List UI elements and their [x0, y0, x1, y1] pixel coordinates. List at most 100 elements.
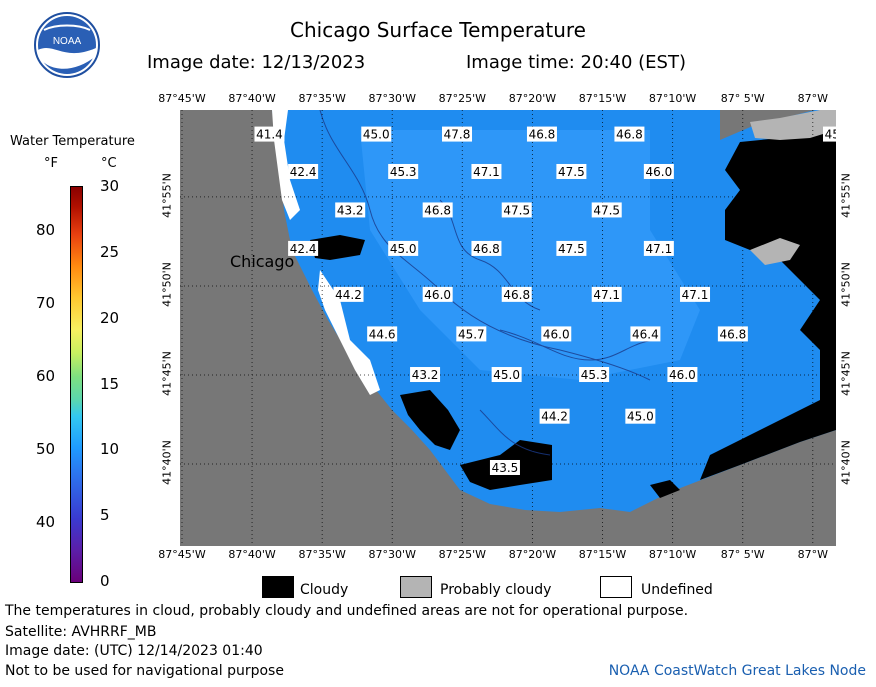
temperature-label: 45.7 — [456, 326, 487, 342]
temperature-value: 43.2 — [337, 203, 364, 217]
legend-swatch-cloudy — [262, 576, 294, 598]
lon-label-top: 87° 5'W — [720, 92, 765, 105]
legend-label-cloudy: Cloudy — [300, 582, 349, 598]
legend-label-undefined: Undefined — [641, 582, 713, 598]
temperature-value: 41.4 — [256, 128, 283, 142]
colorbar-f-tick: 60 — [36, 367, 56, 386]
legend-swatch-undefined — [600, 576, 632, 598]
colorbar-title: Water Temperature — [10, 134, 135, 149]
temperature-value: 47.1 — [682, 288, 709, 302]
satellite-info: Satellite: AVHRRF_MB — [5, 624, 157, 640]
temperature-value: 46.8 — [529, 128, 556, 142]
temperature-label: 47.5 — [591, 202, 622, 218]
temperature-label: 42.4 — [288, 240, 319, 256]
temperature-label: 47.5 — [556, 240, 587, 256]
lon-label-top: 87°25'W — [438, 92, 487, 105]
temperature-label-box — [388, 240, 419, 256]
temperature-labels: 41.4 45.0 47.8 46.8 46.8 45.3 42.4 45.3 47.1 47.5… — [254, 126, 836, 475]
temperature-label-box — [442, 126, 473, 142]
temperature-label-box — [471, 163, 502, 179]
temperature-value: 47.5 — [503, 203, 530, 217]
colorbar-c-tick: 15 — [100, 374, 120, 393]
image-time: Image time: 20:40 (EST) — [466, 52, 686, 73]
colorbar-c-tick: 25 — [100, 242, 120, 261]
lon-label-top: 87°15'W — [578, 92, 627, 105]
temperature-label-box — [591, 286, 622, 302]
temperature-label-box — [823, 126, 836, 142]
temperature-label-box — [501, 202, 532, 218]
temperature-value: 46.8 — [473, 242, 500, 256]
temperature-label-box — [556, 163, 587, 179]
lon-label-bottom: 87°15'W — [578, 548, 627, 561]
temperature-value: 45.0 — [627, 410, 654, 424]
map-title: Chicago Surface Temperature — [290, 18, 586, 42]
colorbar-unit-f: °F — [44, 156, 58, 171]
temperature-label-box — [288, 163, 319, 179]
logo-text: NOAA — [53, 36, 82, 47]
coastwatch-credit: NOAA CoastWatch Great Lakes Node — [608, 663, 866, 679]
temperature-label-box — [643, 163, 674, 179]
temperature-value: 43.2 — [412, 368, 439, 382]
operational-note: The temperatures in cloud, probably clou… — [5, 603, 689, 619]
temperature-label-box — [456, 326, 487, 342]
temperature-value: 46.0 — [646, 165, 673, 179]
temperature-label: 46.0 — [422, 286, 453, 302]
lon-label-top: 87°35'W — [298, 92, 346, 105]
temperature-label-box — [667, 367, 698, 383]
temperature-label-box — [335, 202, 366, 218]
lon-label-bottom: 87°35'W — [298, 548, 346, 561]
legend-label-probably-cloudy: Probably cloudy — [440, 582, 552, 598]
lon-label-bottom: 87°20'W — [508, 548, 557, 561]
warm-water-zone — [360, 130, 700, 380]
temperature-value: 47.1 — [593, 288, 620, 302]
temperature-label: 46.8 — [717, 326, 748, 342]
temperature-label: 41.4 — [254, 126, 285, 142]
lat-label-right: 41°40'N — [839, 440, 853, 485]
temperature-label-box — [680, 286, 711, 302]
lon-label-bottom: 87°25'W — [438, 548, 487, 561]
temperature-value: 46.0 — [669, 368, 696, 382]
temperature-label-box — [717, 326, 748, 342]
temperature-label: 45.3 — [579, 367, 610, 383]
temperature-label: 46.8 — [471, 240, 502, 256]
lon-label-bottom: 87°W — [797, 548, 828, 561]
city-label: Chicago — [230, 252, 295, 271]
temperature-label: 47.8 — [442, 126, 473, 142]
temperature-label-box — [541, 326, 572, 342]
lon-label-bottom: 87°45'W — [158, 548, 206, 561]
temperature-map: 41.4 45.0 47.8 46.8 46.8 45.3 42.4 45.3 47.1 47.5… — [180, 110, 836, 546]
temperature-value: 47.1 — [646, 242, 673, 256]
probably-cloudy-east — [750, 238, 800, 265]
cloud-south-small — [650, 480, 680, 498]
colorbar-f-tick: 50 — [36, 440, 56, 459]
temperature-label: 47.1 — [471, 163, 502, 179]
cloud-chicago — [310, 235, 365, 260]
temperature-label-box — [367, 326, 398, 342]
temperature-label: 46.0 — [643, 163, 674, 179]
temperature-label: 46.8 — [422, 202, 453, 218]
temperature-colorbar — [70, 186, 83, 583]
colorbar-f-tick: 70 — [36, 294, 56, 313]
temperature-label: 45.0 — [388, 240, 419, 256]
temperature-label: 46.0 — [541, 326, 572, 342]
temperature-label: 47.1 — [680, 286, 711, 302]
temperature-label: 43.5 — [489, 459, 520, 475]
cloud-southwest — [400, 390, 460, 450]
lat-label-right: 41°55'N — [839, 173, 853, 218]
temperature-label-box — [288, 240, 319, 256]
temperature-label-box — [471, 240, 502, 256]
temperature-label-box — [333, 286, 364, 302]
temperature-label-box — [643, 240, 674, 256]
lon-label-bottom: 87°10'W — [648, 548, 697, 561]
colorbar-c-tick: 5 — [100, 506, 110, 525]
temperature-label: 44.2 — [333, 286, 364, 302]
temperature-value: 45.0 — [493, 368, 520, 382]
temperature-label-box — [630, 326, 661, 342]
navigation-warning: Not to be used for navigational purpose — [5, 663, 284, 679]
temperature-value: 47.5 — [558, 165, 585, 179]
temperature-value: 47.8 — [444, 128, 471, 142]
temperature-label: 42.4 — [288, 163, 319, 179]
temperature-label: 45.3 — [823, 126, 836, 142]
lon-label-top: 87°30'W — [368, 92, 416, 105]
lon-label-top: 87°45'W — [158, 92, 206, 105]
